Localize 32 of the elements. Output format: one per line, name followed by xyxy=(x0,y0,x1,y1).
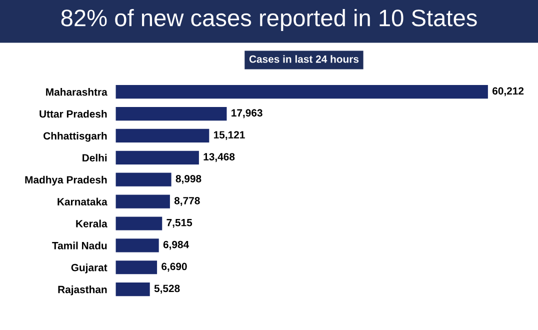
y-tick-label: Delhi xyxy=(82,154,107,162)
y-tick-label: Madhya Pradesh xyxy=(25,176,107,186)
data-label: 17,963 xyxy=(232,109,262,118)
y-tick-label: Gujarat xyxy=(71,264,108,274)
bar xyxy=(116,106,227,121)
bar xyxy=(116,172,172,186)
y-tick-label: Karnataka xyxy=(58,198,108,206)
data-label: 15,121 xyxy=(214,131,245,140)
data-label: 13,468 xyxy=(204,153,235,162)
bar xyxy=(116,194,170,208)
data-label: 6,690 xyxy=(162,262,187,272)
y-tick-label: Chhattisgarh xyxy=(44,132,107,142)
data-label: 8,998 xyxy=(176,175,202,184)
data-label: 8,778 xyxy=(174,196,200,206)
bar xyxy=(116,85,488,99)
bar xyxy=(116,282,150,296)
bar xyxy=(116,238,159,252)
bar xyxy=(116,260,158,274)
data-label: 7,515 xyxy=(166,219,192,228)
data-label: 6,984 xyxy=(163,240,190,250)
bar xyxy=(116,128,210,143)
chart-title: 82% of new cases reported in 10 States xyxy=(61,8,477,32)
data-label: 5,528 xyxy=(154,284,180,294)
y-tick-label: Maharashtra xyxy=(46,88,108,96)
y-tick-label: Uttar Pradesh xyxy=(40,110,107,118)
y-tick-label: Tamil Nadu xyxy=(52,242,107,250)
bar xyxy=(116,216,162,230)
data-label: 60,212 xyxy=(492,87,524,96)
bar xyxy=(116,150,199,164)
chart-subtitle: Cases in last 24 hours xyxy=(249,55,359,63)
y-tick-label: Kerala xyxy=(76,220,108,228)
y-tick-label: Rajasthan xyxy=(58,286,107,296)
